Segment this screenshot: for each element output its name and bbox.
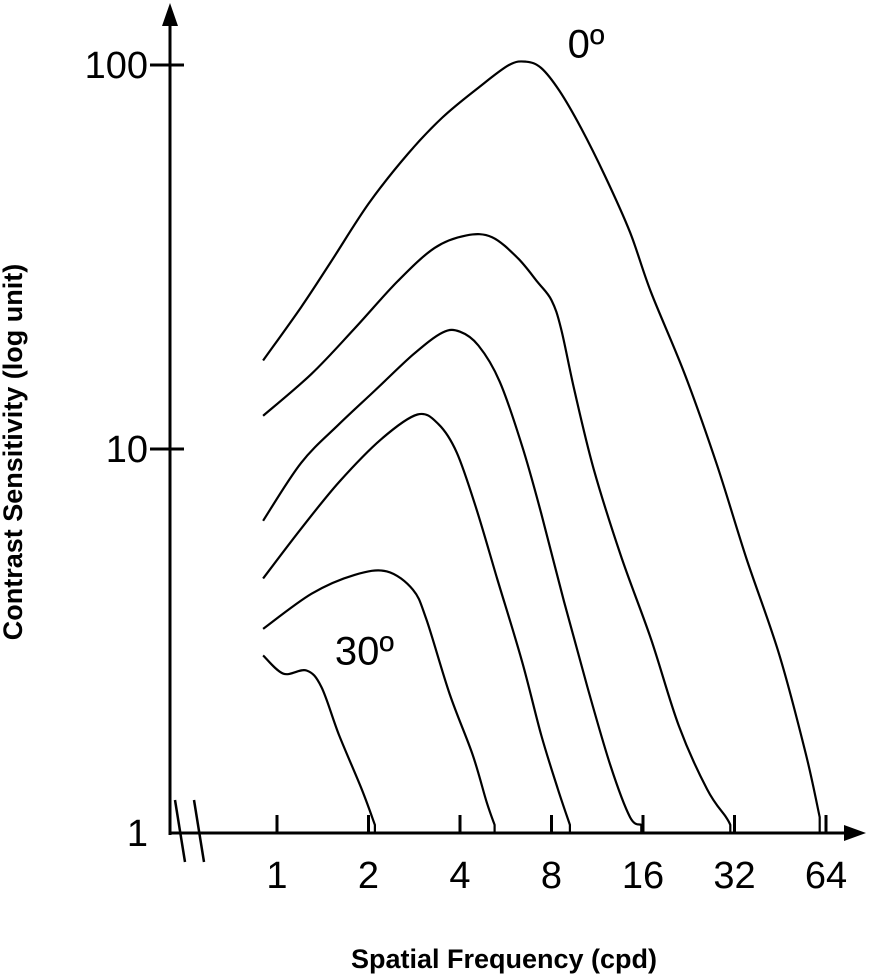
x-tick-label: 2: [358, 855, 379, 897]
x-tick-label: 4: [449, 855, 470, 897]
x-axis-title: Spatial Frequency (cpd): [351, 944, 657, 974]
y-axis-arrow: [162, 3, 178, 26]
y-tick-label: 100: [85, 45, 148, 87]
y-axis-ticks: 1 10 100: [85, 45, 184, 855]
curve-annotation-label: 30º: [335, 629, 394, 673]
y-tick-label: 10: [106, 429, 148, 471]
x-tick-label: 32: [713, 855, 755, 897]
sensitivity-curve-5: [262, 569, 496, 833]
axis-break-mark: [173, 799, 206, 863]
sensitivity-curve-1: [262, 60, 821, 833]
x-axis-ticks: 1 2 4 8 16 32 64: [266, 815, 847, 897]
sensitivity-curve-3: [262, 328, 643, 833]
x-tick-label: 64: [805, 855, 847, 897]
curve-annotation-label: 0º: [568, 23, 605, 67]
y-axis-title: Contrast Sensitivity (log unit): [0, 264, 28, 641]
x-tick-label: 16: [622, 855, 664, 897]
y-tick-label: 1: [127, 813, 148, 855]
sensitivity-curve-6: [262, 654, 376, 833]
curve-annotations: 0º 30º: [335, 23, 605, 674]
x-tick-label: 1: [266, 855, 287, 897]
sensitivity-curve-4: [262, 412, 571, 833]
sensitivity-curve-2: [262, 233, 732, 833]
sensitivity-curves: [262, 60, 821, 833]
x-axis-arrow: [844, 825, 866, 841]
x-tick-label: 8: [541, 855, 562, 897]
